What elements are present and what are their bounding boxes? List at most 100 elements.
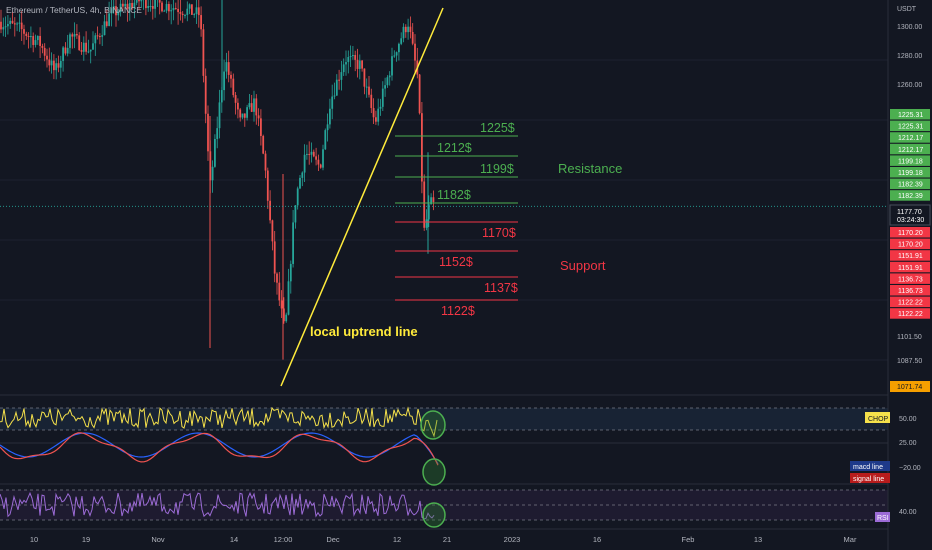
macd-label-badge[interactable] [850, 461, 890, 471]
time-axis[interactable]: 10 19 Nov 14 12:00 Dec 12 21 2023 16 Feb 13 Mar [30, 535, 857, 544]
candle-body [174, 8, 177, 10]
candle-body [154, 0, 156, 9]
price-level-badge-text: 1170.20 [898, 242, 923, 249]
symbol-title[interactable]: Ethereum / TetherUS, 4h, BINANCE [6, 5, 142, 15]
candle-body [89, 49, 92, 52]
candle-body [82, 42, 85, 52]
price-level-badge-text: 1182.39 [898, 193, 923, 200]
price-level-badge-text: 1225.31 [898, 112, 923, 119]
candle-body [225, 62, 228, 72]
candle-body [34, 40, 37, 45]
candle-body [266, 170, 269, 201]
candle-body [117, 11, 120, 16]
candle-body [335, 79, 338, 96]
chop-label: CHOP [868, 416, 889, 423]
candle-body [133, 2, 136, 9]
candle-body [227, 62, 230, 75]
candle-body [32, 36, 35, 45]
candle-body [145, 0, 147, 9]
rsi-label: RSI [877, 515, 889, 522]
price-tick: 1087.50 [897, 358, 922, 365]
candle-body [64, 47, 67, 54]
signal-line[interactable] [0, 432, 439, 466]
candle-body [57, 63, 60, 68]
candle-body [358, 60, 361, 69]
candle-body [250, 103, 253, 112]
candle-body [71, 34, 74, 37]
rsi-highlight-circle [422, 502, 446, 528]
candle-body [296, 188, 299, 206]
rsi-label-badge[interactable] [875, 512, 890, 522]
candle-body [101, 35, 104, 37]
time-tick: 19 [82, 535, 90, 544]
candles[interactable] [0, 0, 888, 360]
candle-body [46, 55, 48, 60]
candle-body [184, 14, 186, 16]
candle-body [11, 20, 14, 24]
candle-body [87, 51, 90, 53]
candle-body [299, 177, 301, 189]
candle-body [317, 159, 320, 165]
candle-body [214, 138, 216, 167]
price-level-badge [890, 167, 930, 178]
candle-body [306, 153, 308, 155]
rsi-line[interactable] [0, 491, 435, 520]
candle-body [331, 96, 334, 109]
candle-body [9, 20, 12, 24]
price-level-badge [890, 296, 930, 308]
rsi-tick: 40.00 [899, 509, 917, 516]
candle-body [115, 6, 117, 16]
candle-body [354, 54, 357, 60]
candle-body [158, 0, 161, 3]
candle-body [163, 10, 166, 12]
candle-body [99, 36, 101, 38]
price-level-badge-text: 1212.17 [898, 135, 923, 142]
candle-body [312, 151, 315, 157]
candle-body [239, 109, 242, 118]
candle-body [69, 34, 71, 48]
candle-body [427, 204, 430, 220]
chop-label-badge[interactable] [865, 412, 890, 423]
candle-body [319, 164, 322, 168]
candle-body [103, 21, 106, 36]
price-level-badge-text: 1170.20 [898, 230, 923, 237]
candle-body [257, 115, 260, 119]
price-level-badge-text: 1182.39 [898, 182, 923, 189]
candle-body [372, 108, 375, 118]
candle-body [322, 149, 324, 168]
time-tick: 14 [230, 535, 238, 544]
uptrend-line[interactable] [280, 7, 444, 387]
candle-body [356, 59, 359, 69]
candle-body [7, 23, 9, 27]
candle-body [195, 7, 198, 15]
current-price: 1177.70 [897, 209, 922, 216]
signal-label-badge[interactable] [850, 473, 890, 483]
candle-body [124, 3, 127, 7]
candle-body [393, 55, 396, 57]
candle-body [211, 166, 214, 181]
candle-body [411, 31, 414, 44]
support-levels[interactable]: 1170$ 1152$ 1137$ 1122$ [395, 221, 518, 318]
candle-body [66, 47, 69, 54]
trendline-label: local uptrend line [310, 324, 418, 339]
candle-body [421, 113, 423, 182]
candle-body [285, 314, 288, 322]
candle-body [186, 8, 189, 15]
macd-label: macd line [853, 464, 883, 471]
candle-body [398, 43, 400, 53]
price-tick: 1280.00 [897, 53, 922, 60]
candle-body [391, 56, 393, 76]
candle-body [345, 62, 347, 65]
candle-body [342, 64, 345, 73]
price-level-badge-text: 1151.91 [898, 253, 923, 260]
resistance-levels[interactable]: 1225$ 1212$ 1199$ 1182$ [395, 121, 518, 204]
low-price-badge [890, 381, 930, 392]
chop-line[interactable] [0, 406, 438, 438]
candle-body [423, 181, 426, 228]
candle-body [204, 75, 207, 114]
candle-body [237, 102, 239, 110]
candle-body [110, 8, 113, 14]
candle-body [338, 79, 340, 81]
candle-body [365, 86, 368, 88]
